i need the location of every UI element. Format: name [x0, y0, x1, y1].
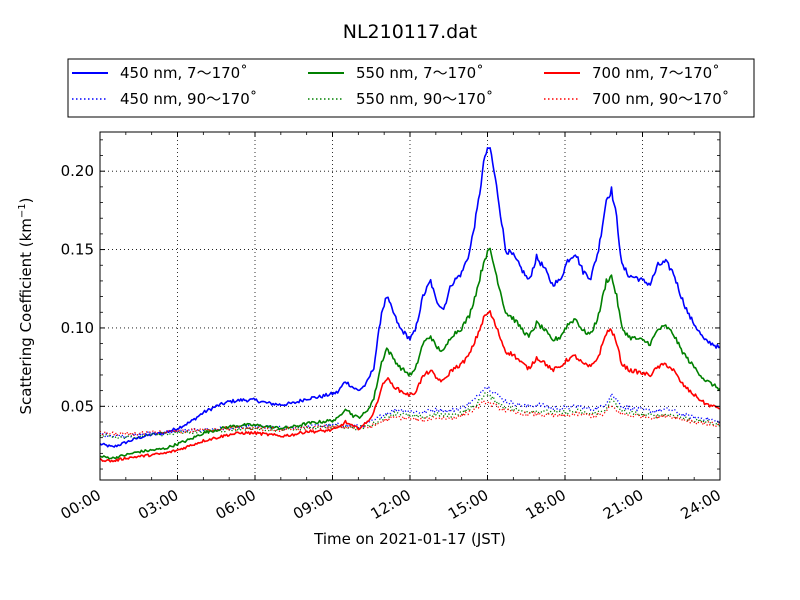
y-tick-label: 0.15: [61, 241, 94, 259]
chart-title: NL210117.dat: [343, 21, 478, 43]
y-tick-label: 0.05: [61, 397, 94, 415]
x-axis-label: Time on 2021-01-17 (JST): [313, 530, 506, 548]
ticks: 00:00 03:00 06:00 09:00 12:00 15:00 18:00 21:00…: [58, 132, 724, 523]
x-tick-label: 06:00: [213, 486, 259, 523]
y-axis-label-base: Scattering Coefficient (km: [17, 218, 35, 414]
legend-label-0: 450 nm, 7～170˚: [120, 64, 248, 82]
series-line-2: [100, 247, 720, 460]
x-tick-label: 00:00: [58, 486, 104, 523]
legend-label-5: 700 nm, 90～170˚: [592, 90, 729, 108]
series-line-4: [100, 310, 720, 463]
x-tick-label: 15:00: [445, 486, 491, 523]
y-tick-label: 0.10: [61, 319, 94, 337]
x-tick-label: 03:00: [135, 486, 181, 523]
x-tick-label: 21:00: [600, 486, 646, 523]
grid: [100, 132, 720, 480]
legend-label-4: 700 nm, 7～170˚: [592, 64, 720, 82]
plot-lines: [100, 147, 720, 463]
series-line-0: [100, 147, 720, 448]
x-tick-label: 18:00: [523, 486, 569, 523]
y-axis-label-close: ): [17, 197, 35, 203]
x-tick-label: 24:00: [678, 486, 724, 523]
legend-label-2: 550 nm, 7～170˚: [356, 64, 484, 82]
x-tick-label: 09:00: [290, 486, 336, 523]
legend-label-3: 550 nm, 90～170˚: [356, 90, 493, 108]
legend-label-1: 450 nm, 90～170˚: [120, 90, 257, 108]
series-line-5: [100, 399, 720, 437]
legend-box: [67, 58, 755, 118]
x-tick-label: 12:00: [368, 486, 414, 523]
series-line-1: [100, 386, 720, 439]
y-axis-label: Scattering Coefficient (km−1): [17, 197, 35, 414]
y-tick-label: 0.20: [61, 162, 94, 180]
legend: 450 nm, 7～170˚ 550 nm, 7～170˚ 700 nm, 7～17…: [67, 58, 755, 118]
y-axis-label-sup: −1: [17, 203, 28, 218]
series-line-3: [100, 392, 720, 440]
